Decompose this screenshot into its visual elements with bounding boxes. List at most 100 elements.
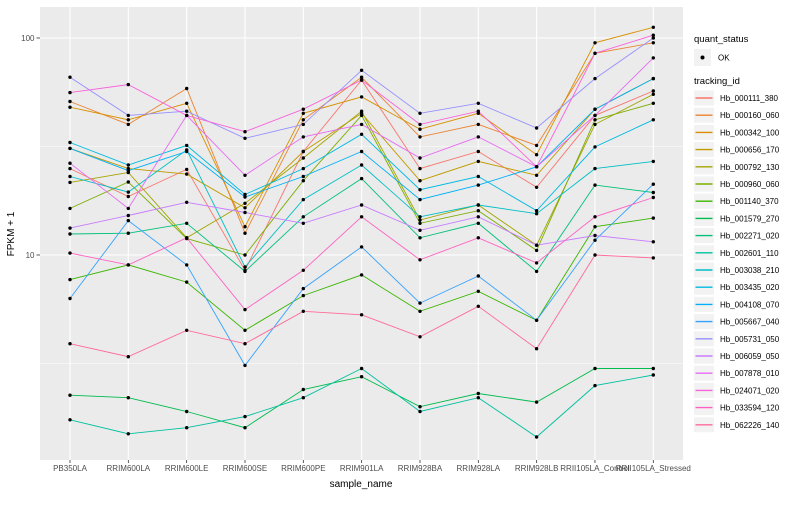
legend: quant_status OK tracking_id Hb_000111_38…	[694, 34, 780, 433]
data-point	[243, 426, 247, 430]
data-point	[534, 435, 539, 439]
data-point	[476, 221, 480, 225]
legend-quant-status-title: quant_status	[694, 34, 749, 45]
y-tick-label: 100	[21, 34, 35, 43]
data-point	[126, 82, 130, 87]
data-point	[651, 101, 655, 106]
legend-key-point	[700, 55, 705, 60]
data-point	[651, 89, 655, 93]
data-point	[476, 236, 480, 240]
data-point	[243, 328, 247, 332]
data-point	[243, 231, 247, 235]
data-point	[593, 76, 597, 81]
legend-tracking-label: Hb_000656_170	[720, 146, 780, 155]
data-point	[651, 118, 655, 122]
data-point	[126, 231, 130, 235]
data-point	[418, 221, 422, 225]
data-point	[68, 146, 72, 151]
data-point	[68, 180, 72, 185]
data-point	[476, 203, 480, 207]
data-point	[301, 111, 305, 116]
data-point	[418, 135, 422, 139]
legend-tracking-label: Hb_005667_040	[720, 318, 780, 327]
data-point	[593, 166, 597, 171]
data-point	[243, 210, 247, 215]
data-point	[418, 236, 422, 240]
data-point	[593, 366, 597, 371]
data-point	[301, 293, 305, 298]
data-point	[476, 183, 480, 187]
data-point	[476, 174, 480, 179]
data-point	[534, 126, 539, 130]
data-point	[476, 274, 480, 278]
data-point	[651, 182, 655, 186]
legend-quant-status-label: OK	[718, 54, 730, 63]
legend-tracking-label: Hb_000960_060	[720, 180, 780, 189]
data-point	[359, 109, 364, 113]
data-point	[593, 183, 597, 187]
legend-tracking-label: Hb_000342_100	[720, 128, 780, 137]
data-point	[126, 194, 130, 199]
data-point	[301, 179, 305, 183]
data-point	[301, 174, 305, 179]
data-point	[476, 135, 480, 139]
y-axis-tick-labels: 100 10	[21, 34, 35, 260]
data-point	[185, 409, 189, 414]
data-point	[651, 25, 655, 29]
data-point	[359, 75, 364, 79]
data-point	[185, 101, 189, 106]
x-tick-label: RRII105LA_Control	[560, 464, 630, 473]
data-point	[534, 185, 539, 189]
data-point	[301, 309, 305, 313]
data-point	[301, 166, 305, 171]
data-point	[126, 263, 130, 267]
data-point	[593, 233, 597, 238]
data-point	[243, 206, 247, 210]
data-point	[243, 195, 247, 199]
legend-tracking-label: Hb_000111_380	[720, 94, 779, 103]
data-point	[359, 132, 364, 136]
legend-tracking-label: Hb_001579_270	[720, 214, 780, 223]
data-point	[359, 149, 364, 154]
y-axis-title: FPKM + 1	[6, 211, 17, 256]
legend-tracking-label: Hb_000160_060	[720, 111, 780, 120]
data-point	[185, 328, 189, 332]
x-tick-label: RRIM901LA	[340, 464, 384, 473]
data-point	[185, 149, 189, 154]
data-point	[593, 383, 597, 388]
data-point	[651, 36, 655, 40]
data-point	[651, 56, 655, 60]
data-point	[359, 366, 364, 371]
data-point	[593, 107, 597, 111]
data-point	[359, 68, 364, 73]
data-point	[301, 197, 305, 202]
data-point	[243, 253, 247, 257]
data-point	[243, 192, 247, 197]
data-point	[68, 296, 72, 301]
legend-tracking-title: tracking_id	[694, 76, 740, 87]
data-point	[126, 113, 130, 118]
data-point	[359, 203, 364, 207]
data-point	[418, 122, 422, 127]
data-point	[476, 159, 480, 164]
data-point	[534, 248, 539, 253]
data-point	[68, 174, 72, 179]
data-point	[593, 51, 597, 55]
data-point	[359, 95, 364, 99]
legend-tracking-label: Hb_002601_110	[720, 249, 779, 258]
data-point	[476, 101, 480, 106]
data-point	[418, 188, 422, 192]
data-point	[476, 391, 480, 396]
data-points	[68, 25, 655, 439]
data-point	[476, 289, 480, 293]
data-point	[68, 226, 72, 230]
legend-tracking-label: Hb_003038_210	[720, 266, 780, 275]
data-point	[418, 197, 422, 202]
data-point	[185, 280, 189, 284]
data-point	[418, 409, 422, 414]
data-point	[593, 253, 597, 257]
data-point	[301, 135, 305, 139]
data-point	[534, 347, 539, 351]
data-point	[68, 342, 72, 346]
